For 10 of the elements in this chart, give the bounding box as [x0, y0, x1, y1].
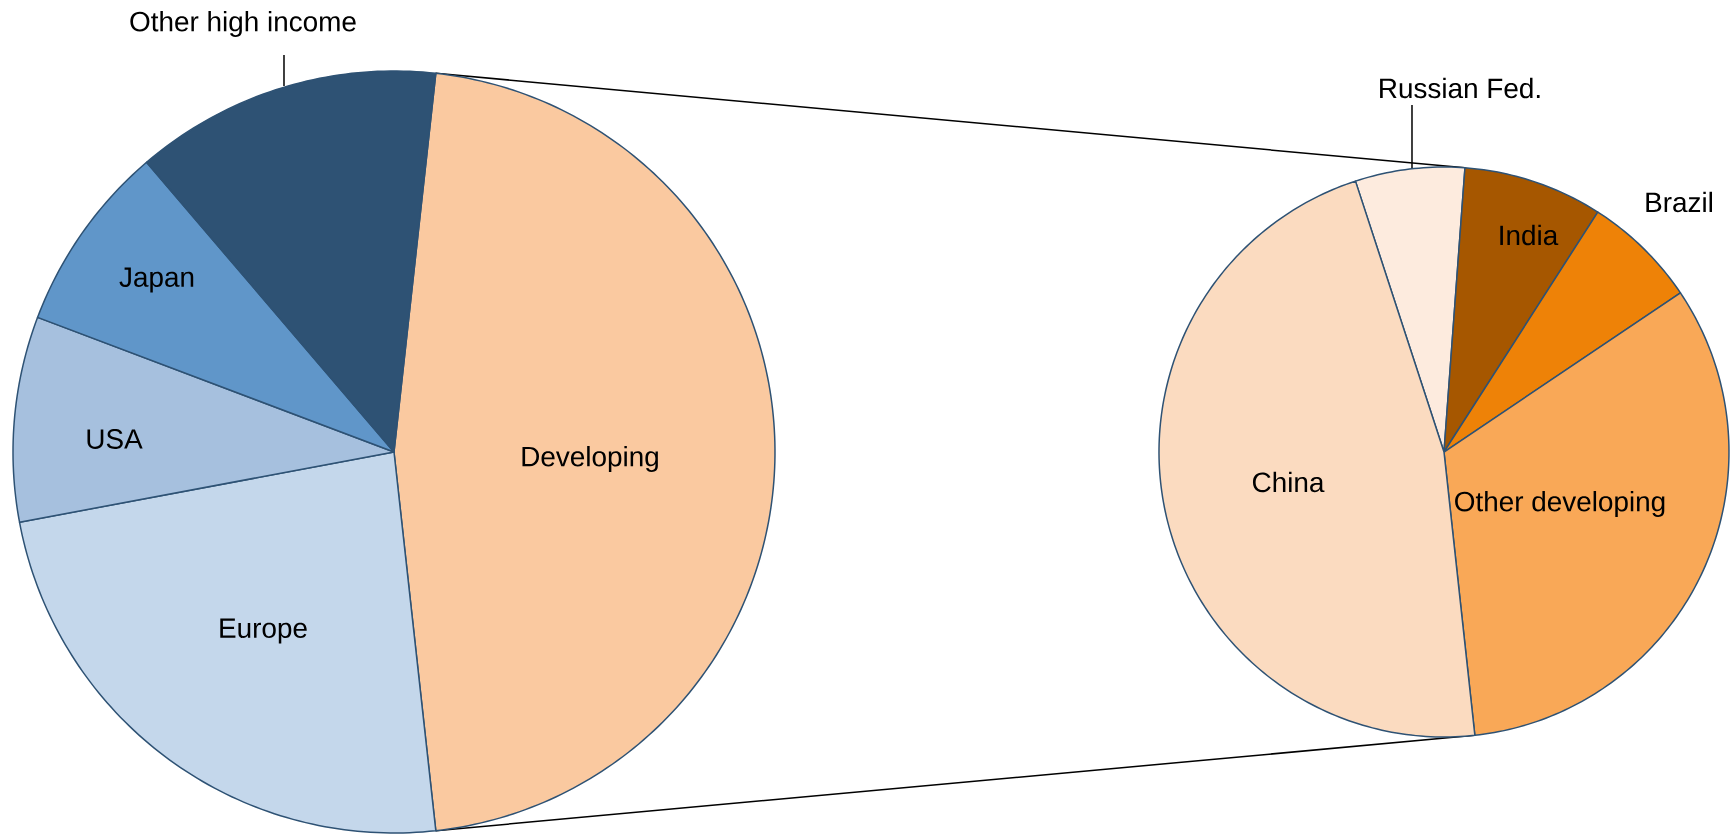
- slice-label: Other developing: [1455, 491, 1665, 517]
- slice-label: Japan: [119, 267, 194, 293]
- slice-label: Brazil: [1646, 191, 1712, 213]
- slice-label: Russian Fed.: [1380, 77, 1540, 99]
- slice-label: China: [1252, 471, 1325, 493]
- slice-label: Europe: [220, 618, 307, 644]
- slice-label: India: [1500, 224, 1559, 246]
- slice-label: Other high income: [130, 11, 356, 38]
- slice-label: USA: [87, 429, 143, 449]
- slice-label: Developing: [522, 446, 658, 472]
